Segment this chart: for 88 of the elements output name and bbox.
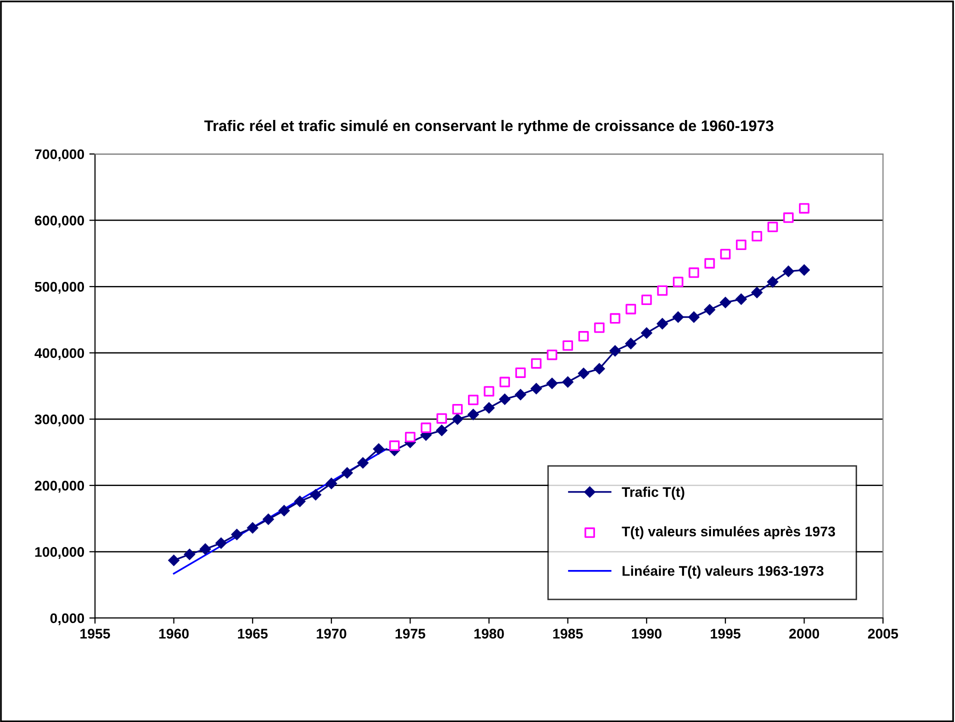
x-tick-label: 1985 — [553, 628, 583, 639]
point — [641, 294, 652, 306]
y-tick-label: 700,000 — [34, 149, 84, 162]
x-tick-label: 1980 — [474, 628, 504, 639]
y-tick-label: 0,000 — [50, 613, 84, 626]
point — [483, 402, 495, 414]
x-tick-label: 2000 — [789, 628, 820, 639]
point — [436, 424, 448, 436]
point — [326, 478, 338, 490]
legend-label: Trafic T(t) — [622, 486, 684, 500]
x-tick-label: 1955 — [80, 628, 110, 639]
point — [767, 222, 778, 232]
point — [672, 311, 684, 323]
y-tick-label: 500,000 — [34, 282, 84, 294]
x-tick-label: 2005 — [868, 628, 898, 639]
x-tick-label: 1965 — [238, 628, 268, 639]
point — [625, 338, 636, 350]
point — [562, 376, 574, 388]
point — [782, 266, 794, 277]
legend-label: T(t) valeurs simulées après 1973 — [622, 526, 836, 540]
x-tick-label: 1995 — [710, 628, 740, 639]
point — [231, 528, 242, 540]
point — [626, 304, 636, 314]
point — [704, 258, 715, 269]
y-tick-label: 300,000 — [34, 414, 84, 426]
point — [594, 322, 605, 333]
point — [168, 554, 180, 566]
point — [389, 440, 400, 451]
point — [798, 203, 810, 214]
point — [578, 368, 590, 380]
x-tick-label: 1975 — [396, 628, 426, 639]
point — [215, 537, 227, 549]
chart-title: Trafic réel et trafic simulé en conservant le rythme de croissance de 1960-1973 — [204, 120, 774, 134]
point — [357, 457, 369, 468]
point — [640, 327, 652, 339]
point — [499, 394, 510, 405]
x-tick-label: 1960 — [159, 628, 189, 639]
point — [515, 368, 526, 378]
point — [736, 240, 746, 250]
point — [436, 413, 447, 424]
point — [373, 443, 384, 455]
point — [500, 376, 510, 388]
y-tick-label: 200,000 — [34, 480, 84, 493]
point — [594, 363, 605, 374]
point — [546, 378, 558, 389]
point — [672, 276, 684, 288]
point — [262, 514, 274, 525]
point — [310, 489, 322, 500]
point — [530, 383, 542, 394]
point — [610, 313, 620, 324]
point — [704, 304, 716, 316]
point — [767, 276, 778, 288]
y-tick-label: 100,000 — [35, 547, 84, 559]
point — [294, 496, 306, 507]
point — [484, 386, 494, 397]
point — [184, 548, 196, 560]
point — [783, 212, 794, 223]
point — [200, 543, 211, 555]
point — [688, 267, 700, 278]
point — [531, 358, 542, 369]
legend-label: Linéaire T(t) valeurs 1963-1973 — [622, 566, 824, 579]
point — [657, 285, 668, 296]
point — [720, 296, 732, 308]
point — [404, 432, 416, 442]
point — [468, 408, 479, 420]
point — [452, 414, 464, 425]
point — [736, 294, 747, 305]
point — [656, 318, 668, 330]
point — [420, 422, 432, 433]
point — [609, 345, 621, 356]
point — [246, 522, 258, 534]
point — [546, 350, 558, 360]
point — [514, 389, 526, 400]
point — [562, 340, 574, 351]
point — [342, 467, 353, 478]
point — [688, 311, 700, 323]
x-tick-label: 1970 — [316, 628, 346, 639]
point — [468, 394, 478, 406]
point — [720, 248, 731, 260]
y-tick-label: 600,000 — [34, 216, 84, 228]
x-tick-label: 1990 — [632, 628, 662, 639]
point — [751, 286, 763, 298]
point — [452, 404, 463, 414]
point — [752, 230, 762, 242]
y-tick-label: 400,000 — [34, 348, 84, 360]
point — [578, 331, 589, 342]
point — [278, 505, 290, 516]
point — [798, 264, 810, 276]
